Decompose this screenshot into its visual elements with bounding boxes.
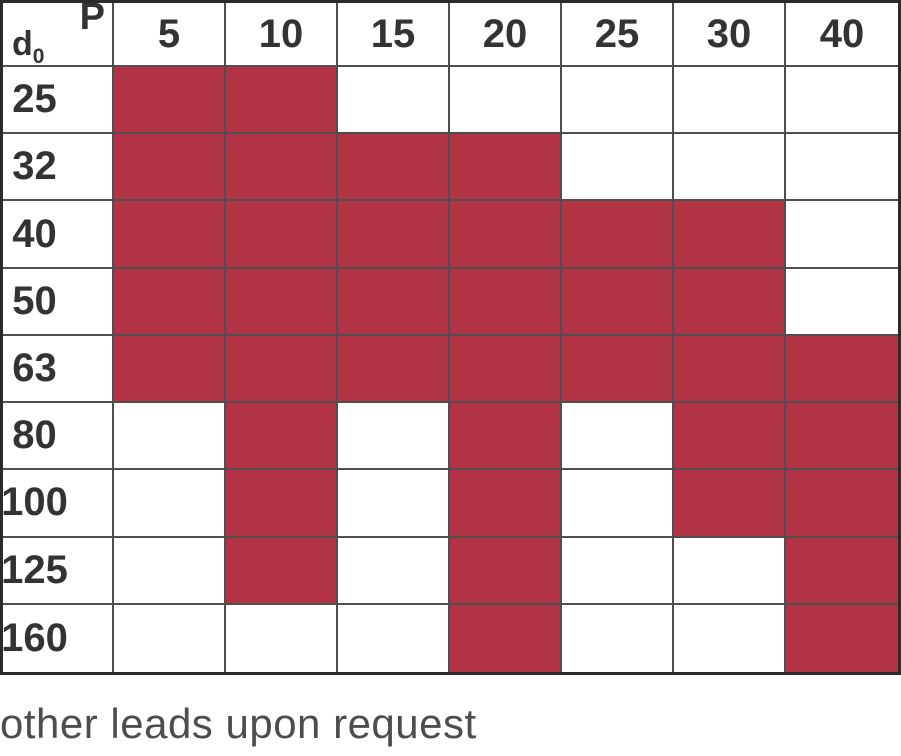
grid-cell-filled	[226, 134, 338, 202]
grid-cell-empty	[786, 268, 898, 336]
grid-cell-empty	[114, 537, 226, 605]
row-axis-letter: d	[12, 25, 33, 63]
column-header-cell: 40	[786, 3, 898, 67]
grid-cell-empty	[786, 134, 898, 202]
grid-cell-filled	[562, 268, 674, 336]
grid-cell-empty	[562, 604, 674, 672]
grid-cell-filled	[450, 403, 562, 471]
grid-cell-empty	[450, 67, 562, 135]
grid-cell-filled	[226, 537, 338, 605]
grid-cell-filled	[674, 268, 786, 336]
grid-cell-filled	[338, 134, 450, 202]
footnote-text: other leads upon request	[0, 700, 477, 747]
grid-cell-filled	[226, 403, 338, 471]
grid-cell-filled	[786, 604, 898, 672]
grid-cell-filled	[786, 403, 898, 471]
grid-cell-empty	[338, 470, 450, 538]
grid-cell-filled	[674, 335, 786, 404]
grid-cell-filled	[786, 470, 898, 538]
grid-cell-empty	[562, 134, 674, 202]
grid-cell-empty	[786, 67, 898, 135]
grid-cell-filled	[562, 335, 674, 404]
grid-cell-filled	[226, 268, 338, 336]
grid-cell-filled	[226, 67, 338, 135]
grid-cell-empty	[786, 201, 898, 269]
grid-cell-filled	[114, 268, 226, 336]
column-header-cell: 15	[338, 3, 450, 67]
row-axis-subscript: 0	[32, 44, 45, 68]
row-axis-label: d0	[12, 25, 44, 67]
column-header-cell: 25	[562, 3, 674, 67]
grid-cell-filled	[338, 268, 450, 336]
grid-cell-filled	[450, 201, 562, 269]
grid-cell-empty	[562, 537, 674, 605]
column-header-cell: 10	[226, 3, 338, 67]
grid-cell-empty	[562, 403, 674, 471]
grid-cell-filled	[562, 201, 674, 269]
grid-cell-filled	[114, 67, 226, 135]
grid-cell-filled	[450, 335, 562, 404]
grid-cell-empty	[114, 604, 226, 672]
grid-cell-empty	[674, 67, 786, 135]
row-header-cell: 160	[1, 604, 114, 672]
grid-cell-filled	[786, 537, 898, 605]
grid-cell-empty	[338, 604, 450, 672]
row-header-cell: 50	[3, 268, 114, 336]
availability-grid: P d0 5 10 15 20 25 30 40 25 32 40 50 63 80 100 125 160	[0, 0, 901, 675]
grid-cell-filled	[674, 201, 786, 269]
grid-cell-empty	[674, 604, 786, 672]
grid-cell-filled	[674, 403, 786, 471]
grid-cell-empty	[338, 537, 450, 605]
row-header-cell: 63	[3, 335, 114, 404]
grid-cell-empty	[338, 403, 450, 471]
column-header-cell: 20	[450, 3, 562, 67]
row-header-cell: 80	[3, 403, 114, 471]
grid-cell-empty	[674, 537, 786, 605]
grid-cell-empty	[562, 67, 674, 135]
grid-cell-filled	[674, 470, 786, 538]
grid-cell-filled	[226, 201, 338, 269]
corner-cell: P d0	[3, 0, 114, 67]
grid-cell-filled	[338, 335, 450, 404]
col-axis-label: P	[79, 0, 105, 38]
grid-cell-filled	[114, 335, 226, 404]
grid-cell-filled	[450, 268, 562, 336]
column-header-cell: 30	[674, 3, 786, 67]
grid-cell-empty	[562, 470, 674, 538]
grid-cell-filled	[226, 470, 338, 538]
grid-cell-filled	[114, 134, 226, 202]
grid-cell-filled	[450, 470, 562, 538]
grid-cell-filled	[450, 604, 562, 672]
grid-cell-empty	[114, 403, 226, 471]
grid-cell-empty	[114, 470, 226, 538]
grid-cell-filled	[786, 335, 898, 404]
row-header-cell: 100	[1, 470, 114, 538]
row-header-cell: 25	[3, 67, 114, 135]
grid-cell-filled	[450, 134, 562, 202]
grid-cell-filled	[338, 201, 450, 269]
grid-cell-filled	[450, 537, 562, 605]
row-header-cell: 32	[3, 134, 114, 202]
grid-cell-empty	[674, 134, 786, 202]
row-header-cell: 40	[3, 201, 114, 269]
grid-cell-filled	[226, 335, 338, 404]
grid-cell-empty	[338, 67, 450, 135]
grid-cell-empty	[226, 604, 338, 672]
row-header-cell: 125	[1, 537, 114, 605]
grid-cell-filled	[114, 201, 226, 269]
column-header-cell: 5	[114, 3, 226, 67]
